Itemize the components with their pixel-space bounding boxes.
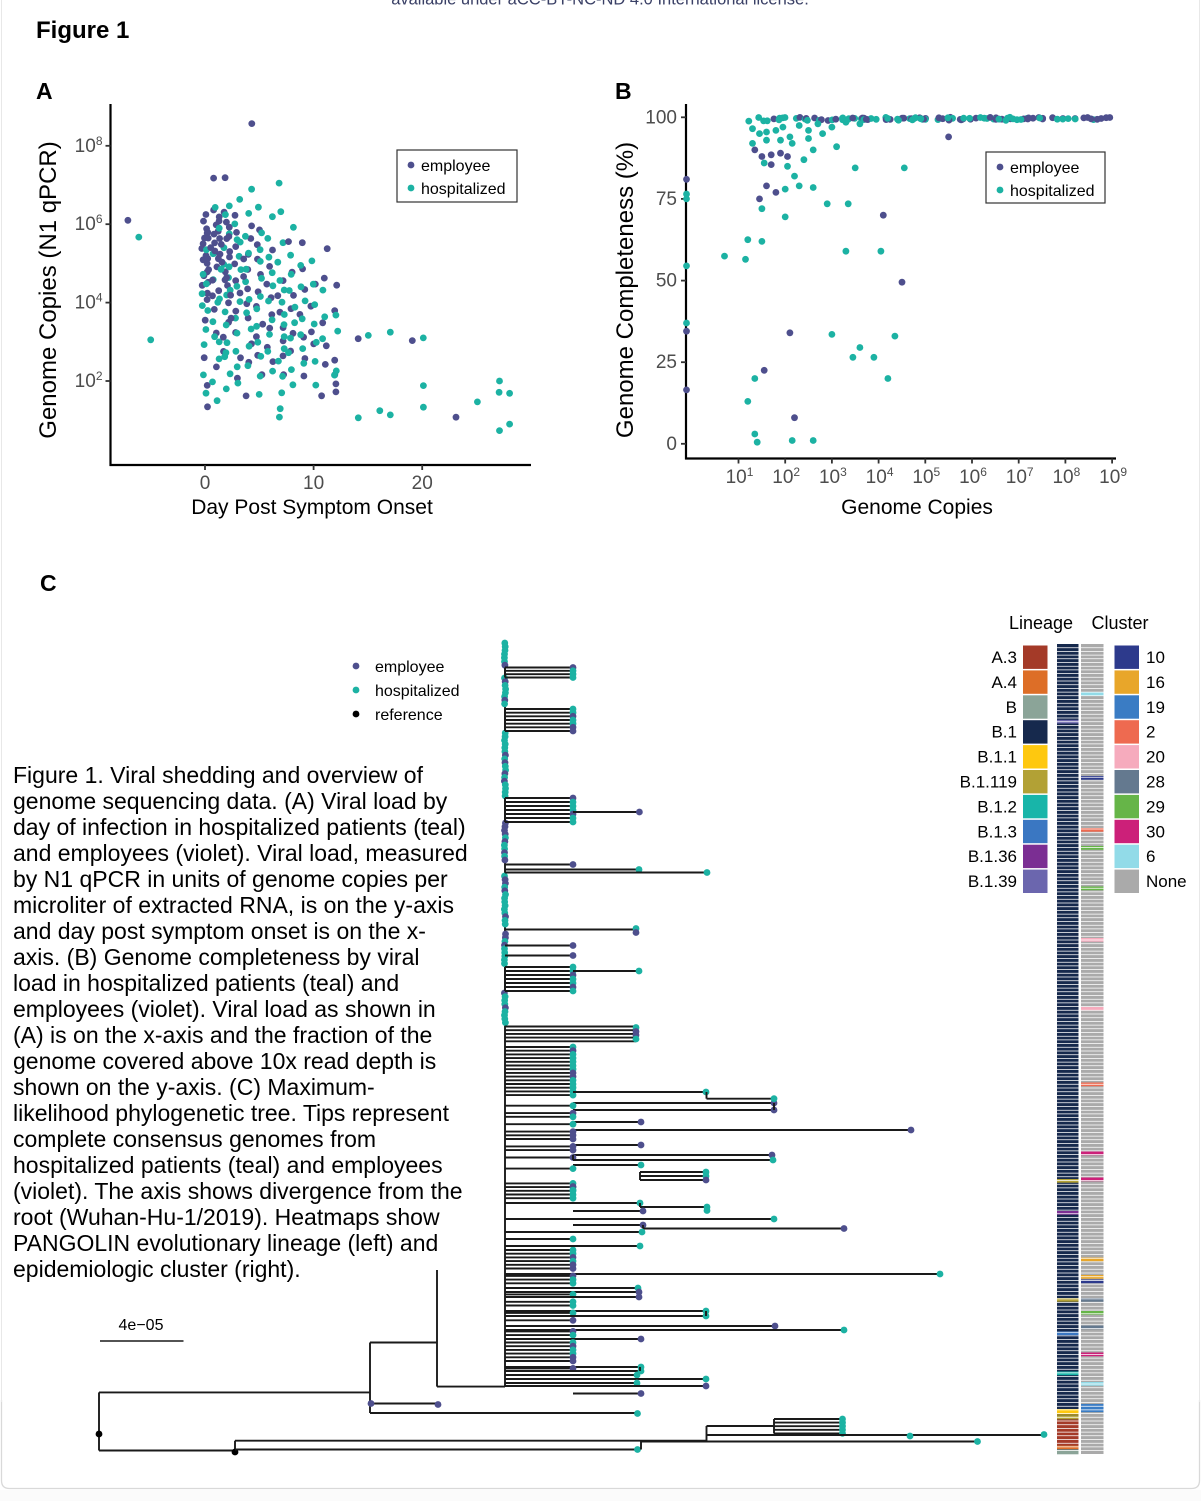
svg-text:shown on the y-axis. (C) Maxim: shown on the y-axis. (C) Maximum- (13, 1074, 375, 1100)
svg-text:(violet). The axis shows diver: (violet). The axis shows divergence from… (13, 1178, 463, 1204)
svg-text:B.1.1: B.1.1 (977, 748, 1017, 767)
svg-text:reference: reference (375, 707, 443, 724)
svg-text:(A) is on the x-axis and the f: (A) is on the x-axis and the fraction of… (13, 1022, 432, 1048)
svg-text:Figure 1: Figure 1 (36, 17, 129, 44)
svg-text:16: 16 (1146, 673, 1165, 692)
svg-text:complete consensus genomes fro: complete consensus genomes from (13, 1126, 376, 1152)
svg-text:B: B (615, 78, 632, 104)
svg-text:employee: employee (375, 659, 444, 676)
svg-text:employees (violet). Viral load: employees (violet). Viral load as shown … (13, 996, 436, 1022)
svg-text:A: A (36, 78, 53, 104)
svg-text:10: 10 (1146, 648, 1165, 667)
svg-text:A.4: A.4 (991, 673, 1017, 692)
svg-text:root (Wuhan-Hu-1/2019). Heatma: root (Wuhan-Hu-1/2019). Heatmaps show (13, 1204, 440, 1230)
svg-text:likelihood phylogenetic tree.: likelihood phylogenetic tree. Tips repre… (13, 1100, 450, 1126)
svg-text:29: 29 (1146, 797, 1165, 816)
svg-text:25: 25 (656, 352, 677, 373)
svg-text:employee: employee (421, 158, 490, 175)
svg-text:microliter of extracted RNA, i: microliter of extracted RNA, is on the y… (13, 892, 454, 918)
svg-text:epidemiologic cluster (right).: epidemiologic cluster (right). (13, 1256, 301, 1282)
svg-text:20: 20 (1146, 748, 1165, 767)
svg-text:load in hospitalized patients: load in hospitalized patients (teal) and (13, 970, 399, 996)
svg-text:hospitalized patients (teal) a: hospitalized patients (teal) and employe… (13, 1152, 443, 1178)
svg-text:6: 6 (1146, 847, 1155, 866)
svg-text:19: 19 (1146, 698, 1165, 717)
svg-text:and employees (violet). Viral: and employees (violet). Viral load, meas… (13, 840, 468, 866)
svg-text:2: 2 (1146, 723, 1155, 742)
svg-text:102: 102 (772, 465, 800, 488)
svg-text:109: 109 (1099, 465, 1127, 488)
svg-text:0: 0 (200, 473, 211, 494)
svg-text:103: 103 (819, 465, 847, 488)
svg-text:101: 101 (726, 465, 754, 488)
svg-text:28: 28 (1146, 773, 1165, 792)
svg-text:Figure 1. Viral shedding and o: Figure 1. Viral shedding and overview of (13, 762, 424, 788)
svg-text:genome sequencing data. (A) Vi: genome sequencing data. (A) Viral load b… (13, 788, 448, 814)
svg-text:106: 106 (75, 212, 103, 235)
svg-text:0: 0 (666, 434, 677, 455)
svg-text:108: 108 (75, 134, 103, 157)
svg-text:30: 30 (1146, 822, 1165, 841)
svg-text:4e−05: 4e−05 (119, 1317, 164, 1334)
svg-text:Lineage: Lineage (1009, 613, 1073, 633)
svg-text:Genome Copies: Genome Copies (841, 496, 993, 519)
svg-text:108: 108 (1052, 465, 1080, 488)
svg-text:Cluster: Cluster (1091, 613, 1148, 633)
svg-text:100: 100 (645, 107, 677, 128)
svg-text:B.1: B.1 (991, 723, 1017, 742)
svg-text:hospitalized: hospitalized (421, 181, 506, 198)
svg-text:Genome Completeness (%): Genome Completeness (%) (612, 142, 639, 438)
svg-text:50: 50 (656, 271, 677, 292)
svg-text:available under aCC-BY-NC-ND 4: available under aCC-BY-NC-ND 4.0 Interna… (391, 0, 809, 9)
svg-text:105: 105 (912, 465, 940, 488)
svg-text:Day Post Symptom Onset: Day Post Symptom Onset (191, 496, 433, 519)
svg-text:104: 104 (866, 465, 894, 488)
svg-text:B.1.39: B.1.39 (968, 872, 1017, 891)
svg-text:75: 75 (656, 189, 677, 210)
svg-text:hospitalized: hospitalized (1010, 183, 1095, 200)
svg-text:107: 107 (1006, 465, 1034, 488)
svg-text:employee: employee (1010, 160, 1079, 177)
svg-text:day of infection in hospitaliz: day of infection in hospitalized patient… (13, 814, 466, 840)
svg-text:PANGOLIN evolutionary lineage: PANGOLIN evolutionary lineage (left) and (13, 1230, 438, 1256)
svg-text:A.3: A.3 (991, 648, 1017, 667)
svg-text:axis. (B) Genome completeness: axis. (B) Genome completeness by viral (13, 944, 420, 970)
svg-text:B: B (1006, 698, 1017, 717)
svg-text:B.1.119: B.1.119 (960, 773, 1017, 792)
svg-text:genome covered above 10x read: genome covered above 10x read depth is (13, 1048, 436, 1074)
svg-text:102: 102 (75, 369, 103, 392)
svg-text:hospitalized: hospitalized (375, 683, 460, 700)
svg-text:B.1.2: B.1.2 (977, 797, 1017, 816)
svg-text:B.1.3: B.1.3 (977, 822, 1017, 841)
svg-text:Genome Copies (N1 qPCR): Genome Copies (N1 qPCR) (35, 141, 62, 438)
svg-text:by N1 qPCR in units of genome: by N1 qPCR in units of genome copies per (13, 866, 448, 892)
svg-text:20: 20 (412, 473, 433, 494)
svg-text:106: 106 (959, 465, 987, 488)
svg-text:B.1.36: B.1.36 (968, 847, 1017, 866)
svg-text:C: C (40, 570, 57, 596)
svg-text:and day post symptom onset is: and day post symptom onset is on the x- (13, 918, 426, 944)
svg-text:None: None (1146, 872, 1187, 891)
svg-text:10: 10 (303, 473, 324, 494)
svg-text:104: 104 (75, 291, 103, 314)
